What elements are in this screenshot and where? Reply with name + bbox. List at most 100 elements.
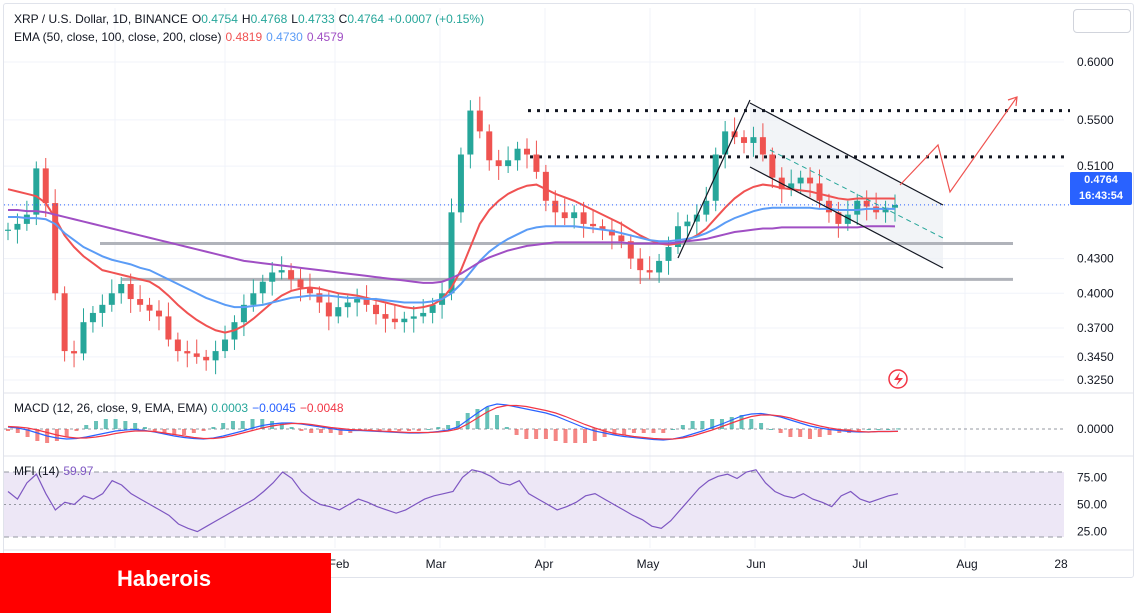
macd-hist-bar [759,423,764,429]
candle-body [373,304,380,315]
macd-hist-bar [778,429,783,433]
candle-body [514,148,521,161]
macd-line-value: −0.0045 [252,401,296,415]
macd-hist-bar [299,429,304,431]
macd-hist-bar [289,427,294,429]
candle-body [14,223,21,230]
candle-body [892,204,898,208]
candle-body [306,287,313,294]
open-value: 0.4754 [201,12,238,26]
macd-hist-bar [592,429,597,441]
macd-hist-bar [123,421,128,429]
macd-axis-label: 0.0000 [1077,422,1114,436]
macd-hist-bar [543,429,548,439]
candle-body [835,212,842,224]
candle-body [863,200,870,207]
macd-hist-bar [700,421,705,429]
channel-lower-line [749,166,944,269]
macd-hist-bar [201,429,206,431]
candle-body [184,351,191,354]
ema100-line [8,206,895,309]
candle-body [561,212,568,219]
candle-body [674,226,681,248]
macd-hist-bar [15,429,20,433]
candle-body [344,302,351,308]
current-price: 0.4764 [1084,174,1118,186]
candle-body [354,299,361,303]
macd-hist-bar [387,429,392,431]
price-axis-label: 0.3450 [1077,350,1114,364]
candle-body [401,318,408,323]
candle-body [363,299,370,305]
candle-body [203,356,210,361]
arrow-head [1007,96,1018,107]
macd-hist-value: 0.0003 [211,401,249,415]
projected-path-arrow [899,96,1018,194]
macd-hist-bar [768,429,773,430]
candle-body [391,318,398,323]
macd-hist-bar [309,429,314,433]
candle-body [580,212,587,224]
candle-body [278,270,285,273]
candle-body [825,200,832,213]
macd-hist-bar [524,429,529,439]
time-axis-label: 28 [1054,557,1068,571]
candle-body [80,322,87,354]
macd-hist-bar [661,429,666,433]
macd-hist-bar [495,415,500,429]
candle-body [590,223,597,227]
candle-body [854,200,861,215]
macd-hist-bar [553,429,558,441]
macd-hist-bar [250,419,255,429]
time-axis-label: Jun [746,557,765,571]
macd-hist-bar [866,429,871,430]
macd-hist-bar [485,407,490,429]
candle-body [618,235,625,242]
candle-body [174,339,181,352]
candle-body [495,160,502,167]
macd-histogram [6,407,900,443]
macd-hist-bar [876,429,881,430]
candle-body [297,279,304,288]
candle-body [212,351,219,361]
mfi-legend-label: MFI (14) [14,464,60,478]
macd-hist-bar [475,409,480,429]
candle-body [533,154,540,172]
candle-body [542,171,549,201]
candle-body [165,316,172,340]
candle-body [240,304,247,323]
macd-hist-bar [504,427,509,429]
macd-hist-bar [788,429,793,437]
mfi-axis-label: 50.00 [1077,498,1107,512]
macd-hist-bar [690,421,695,429]
macd-hist-bar [622,429,627,435]
mfi-axis-label: 25.00 [1077,525,1107,539]
candle-body [759,137,766,155]
price-axis-label: 0.5100 [1077,159,1114,173]
macd-hist-bar [230,421,235,429]
candle-body [571,212,578,219]
macd-hist-bar [896,428,900,430]
candle-body [99,304,106,313]
change-value: +0.0007 (+0.15%) [388,12,485,26]
macd-hist-bar [465,413,470,429]
candle-body [665,247,672,261]
macd-hist-bar [612,429,617,435]
candle-body [552,200,559,213]
brand-name: Haberois [117,566,212,591]
price-axis-label: 0.5500 [1077,113,1114,127]
candle-body [656,260,663,273]
macd-hist-bar [25,429,30,437]
macd-hist-bar [641,429,646,433]
macd-hist-bar [172,429,177,435]
price-axis-label: 0.3700 [1077,321,1114,335]
candle-body [457,154,464,213]
chart-frame [3,3,1134,578]
macd-hist-bar [514,429,519,435]
macd-hist-bar [583,429,588,443]
chart-settings-button[interactable] [1073,9,1131,33]
candle-body [108,293,115,305]
ema200-value: 0.4579 [306,30,344,44]
macd-hist-bar [446,425,451,429]
